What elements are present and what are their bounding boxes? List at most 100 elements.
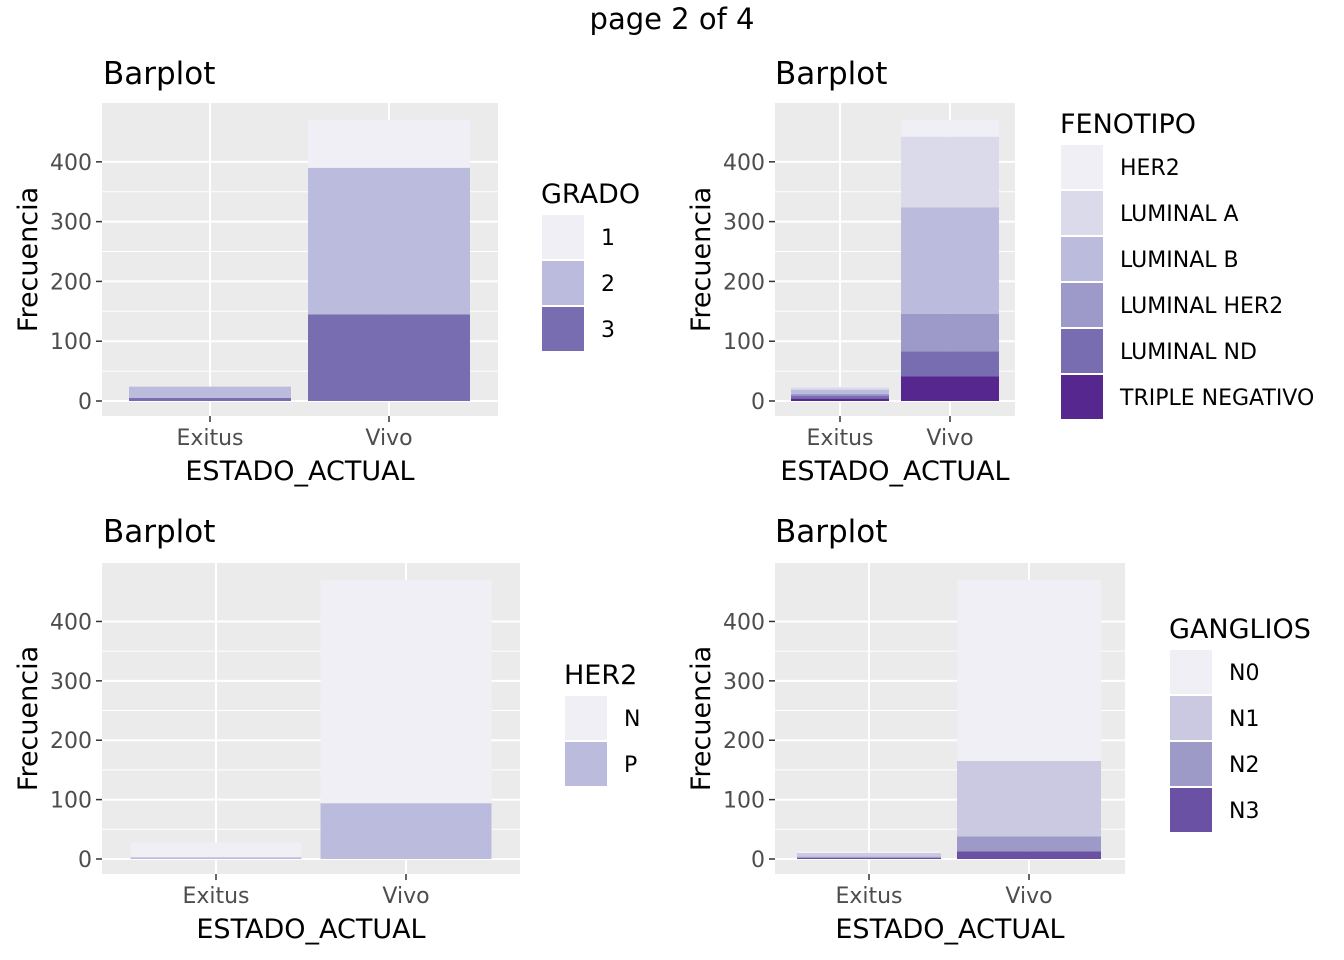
legend-label: 1 — [601, 226, 615, 251]
y-tick-label: 0 — [751, 390, 765, 415]
legend-swatch — [1170, 788, 1212, 832]
x-tick-label: Vivo — [382, 884, 429, 909]
y-axis-label: Frecuencia — [13, 187, 44, 332]
y-tick-label: 100 — [723, 789, 765, 814]
y-tick-label: 0 — [78, 390, 92, 415]
legend-title: FENOTIPO — [1060, 109, 1196, 140]
bar-segment-vivo-p — [320, 803, 492, 859]
bar-segment-vivo-triple-negativo — [901, 376, 999, 401]
x-axis-label: ESTADO_ACTUAL — [835, 914, 1064, 945]
bar-segment-exitus-triple-negativo — [791, 398, 889, 401]
legend-label: N1 — [1229, 707, 1259, 732]
y-tick-label: 100 — [50, 789, 92, 814]
y-tick-label: 400 — [723, 610, 765, 635]
bar-segment-exitus-n — [130, 842, 302, 858]
bar-segment-exitus-luminal-nd — [791, 395, 889, 399]
chart-panel-3: Barplot 0 100 200 300 400 Exitus Vivo ESTADO_ACT… — [13, 514, 640, 945]
y-tick-label: 200 — [50, 270, 92, 295]
bar-segment-exitus-n3 — [797, 857, 941, 859]
legend: GRADO 1 2 3 — [540, 179, 640, 353]
legend-swatch — [1170, 696, 1212, 740]
bar-segment-exitus-luminal-b — [791, 389, 889, 394]
chart-title: Barplot — [775, 56, 887, 92]
chart-panel-4: Barplot 0 100 200 300 400 Exitus Vivo ESTADO_ACT… — [686, 514, 1311, 945]
x-tick-label: Vivo — [365, 426, 412, 451]
x-tick-label: Vivo — [1005, 884, 1052, 909]
bar-segment-vivo-n2 — [957, 836, 1101, 852]
x-axis-label: ESTADO_ACTUAL — [185, 456, 414, 487]
y-tick-label: 300 — [50, 211, 92, 236]
y-tick-label: 100 — [723, 330, 765, 355]
x-axis-label: ESTADO_ACTUAL — [780, 456, 1009, 487]
legend-swatch — [1061, 237, 1103, 281]
legend-label: LUMINAL HER2 — [1120, 294, 1283, 319]
page-title: page 2 of 4 — [589, 2, 755, 36]
x-axis-label: ESTADO_ACTUAL — [196, 914, 425, 945]
legend-label: LUMINAL ND — [1120, 340, 1257, 365]
legend-swatch — [542, 261, 584, 305]
chart-panel-1: Barplot 0 100 200 300 400 Exitus Vivo ESTADO_ACT… — [13, 56, 640, 487]
legend-title: GRADO — [541, 179, 640, 210]
y-tick-label: 400 — [50, 610, 92, 635]
bar-segment-vivo-her2 — [901, 119, 999, 137]
legend-swatch — [565, 696, 607, 740]
bar-segment-exitus-her2 — [791, 386, 889, 388]
x-tick-label: Exitus — [176, 426, 243, 451]
y-axis-label: Frecuencia — [13, 646, 44, 791]
x-tick-label: Exitus — [835, 884, 902, 909]
chart-title: Barplot — [103, 514, 215, 550]
y-axis-label: Frecuencia — [686, 187, 717, 332]
bar-segment-vivo-n1 — [957, 761, 1101, 837]
bar-segment-vivo-3 — [308, 314, 470, 401]
legend-label: N2 — [1229, 753, 1259, 778]
bar-segment-exitus-3 — [129, 398, 291, 401]
y-tick-label: 300 — [723, 211, 765, 236]
x-tick-label: Vivo — [926, 426, 973, 451]
y-tick-label: 300 — [723, 670, 765, 695]
legend-swatch — [1061, 145, 1103, 189]
legend-label: TRIPLE NEGATIVO — [1119, 386, 1314, 411]
y-axis-label: Frecuencia — [686, 646, 717, 791]
bar-segment-vivo-luminal-her2 — [901, 313, 999, 352]
legend-swatch — [542, 307, 584, 351]
chart-title: Barplot — [103, 56, 215, 92]
legend-label: N — [624, 707, 640, 732]
legend-swatch — [1061, 329, 1103, 373]
legend-swatch — [1170, 742, 1212, 786]
legend-label: LUMINAL A — [1120, 202, 1239, 227]
y-tick-label: 400 — [723, 151, 765, 176]
legend-label: LUMINAL B — [1120, 248, 1239, 273]
bar-segment-exitus-n0 — [797, 851, 941, 854]
legend-swatch — [1061, 283, 1103, 327]
legend-swatch — [542, 215, 584, 259]
chart-panel-2: Barplot 0 100 200 300 400 Exitus Vivo ESTADO_ACT… — [686, 56, 1314, 487]
y-tick-label: 300 — [50, 670, 92, 695]
bar-segment-vivo-luminal-b — [901, 207, 999, 314]
legend: GANGLIOS N0 N1 N2 N3 — [1168, 614, 1311, 834]
bar-segment-exitus-luminal-a — [791, 387, 889, 390]
legend-label: HER2 — [1120, 156, 1180, 181]
bar-segment-exitus-p — [130, 857, 302, 859]
legend-swatch — [1170, 650, 1212, 694]
y-tick-label: 200 — [723, 270, 765, 295]
legend-title: HER2 — [564, 660, 637, 691]
y-tick-label: 200 — [50, 729, 92, 754]
bar-segment-vivo-luminal-a — [901, 136, 999, 208]
bar-segment-exitus-luminal-her2 — [791, 393, 889, 396]
legend-label: P — [624, 753, 637, 778]
legend: HER2 NP — [563, 660, 640, 788]
legend-label: 3 — [601, 318, 615, 343]
legend-swatch — [1061, 375, 1103, 419]
legend-label: N3 — [1229, 799, 1259, 824]
y-tick-label: 0 — [78, 848, 92, 873]
x-tick-label: Exitus — [806, 426, 873, 451]
bar-segment-vivo-n3 — [957, 851, 1101, 859]
bar-segment-exitus-n2 — [797, 856, 941, 858]
bar-segment-exitus-2 — [129, 386, 291, 399]
bar-segment-vivo-1 — [308, 119, 470, 168]
legend-swatch — [565, 742, 607, 786]
bar-segment-vivo-luminal-nd — [901, 351, 999, 377]
legend-swatch — [1061, 191, 1103, 235]
legend-label: N0 — [1229, 661, 1259, 686]
